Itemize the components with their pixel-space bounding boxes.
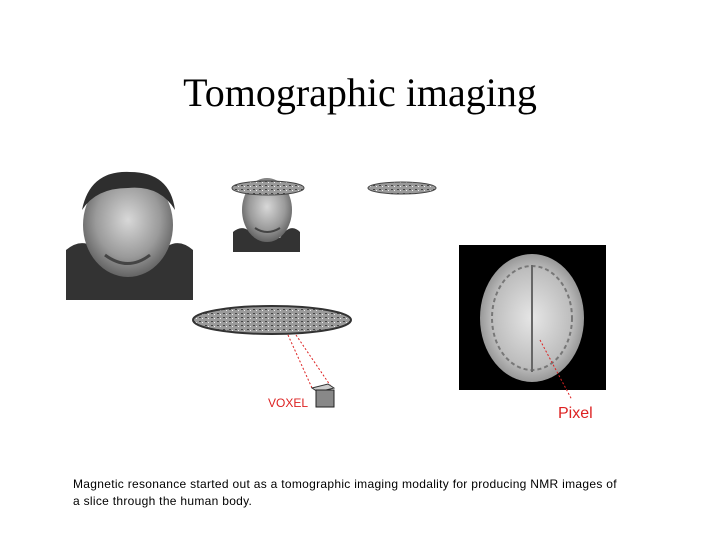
- caption-line: Magnetic resonance started out as a tomo…: [73, 477, 617, 491]
- title: Tomographic imaging: [183, 70, 537, 115]
- slice-small: [367, 181, 437, 195]
- voxel-pointer: [287, 334, 331, 389]
- pixel-pointer: [539, 339, 573, 401]
- pixel-label: Pixel: [558, 405, 593, 422]
- voxel-cube: [310, 383, 336, 408]
- caption-line: a slice through the human body.: [73, 494, 252, 508]
- slice-large: [192, 305, 352, 335]
- face-photo: [66, 171, 193, 300]
- mri-image: [459, 245, 606, 390]
- face-slice-photo: [231, 178, 305, 252]
- voxel-label: VOXEL: [268, 396, 308, 410]
